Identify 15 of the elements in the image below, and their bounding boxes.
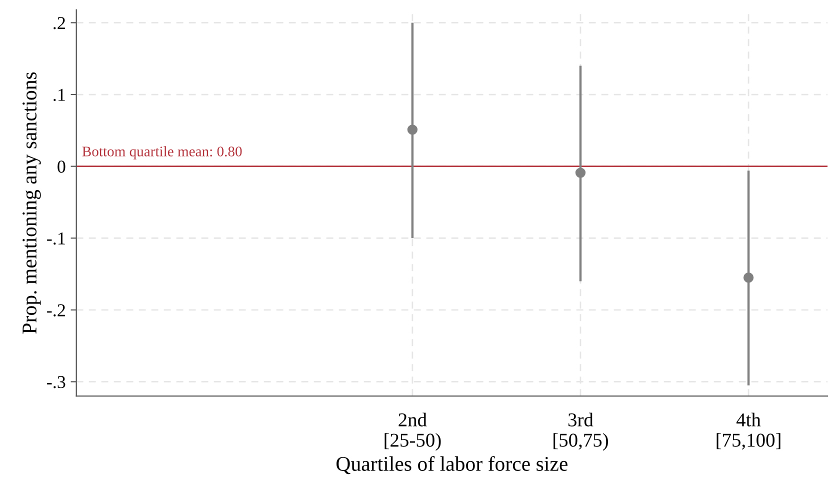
y-tick-label: 0: [58, 160, 66, 173]
point: [743, 272, 754, 283]
point: [407, 124, 418, 135]
point: [575, 168, 586, 178]
y-tick-label: .2: [54, 17, 65, 30]
x-tick-label: 3rd [50,75): [554, 412, 608, 451]
y-tick-label: -.2: [47, 304, 65, 316]
x-axis-title: Quartiles of labor force size: [336, 456, 568, 474]
y-tick-label: .1: [54, 88, 65, 102]
annotation: Bottom quartile mean: 0.80: [82, 146, 242, 160]
y-axis-title: Prop. mentioning any sanctions: [22, 72, 41, 334]
x-tick-label: 2nd [25-50): [384, 412, 441, 451]
x-tick-label: 4th [75,100]: [716, 412, 780, 450]
y-tick-label: -.3: [47, 376, 66, 388]
y-tick-label: -.1: [47, 232, 65, 245]
